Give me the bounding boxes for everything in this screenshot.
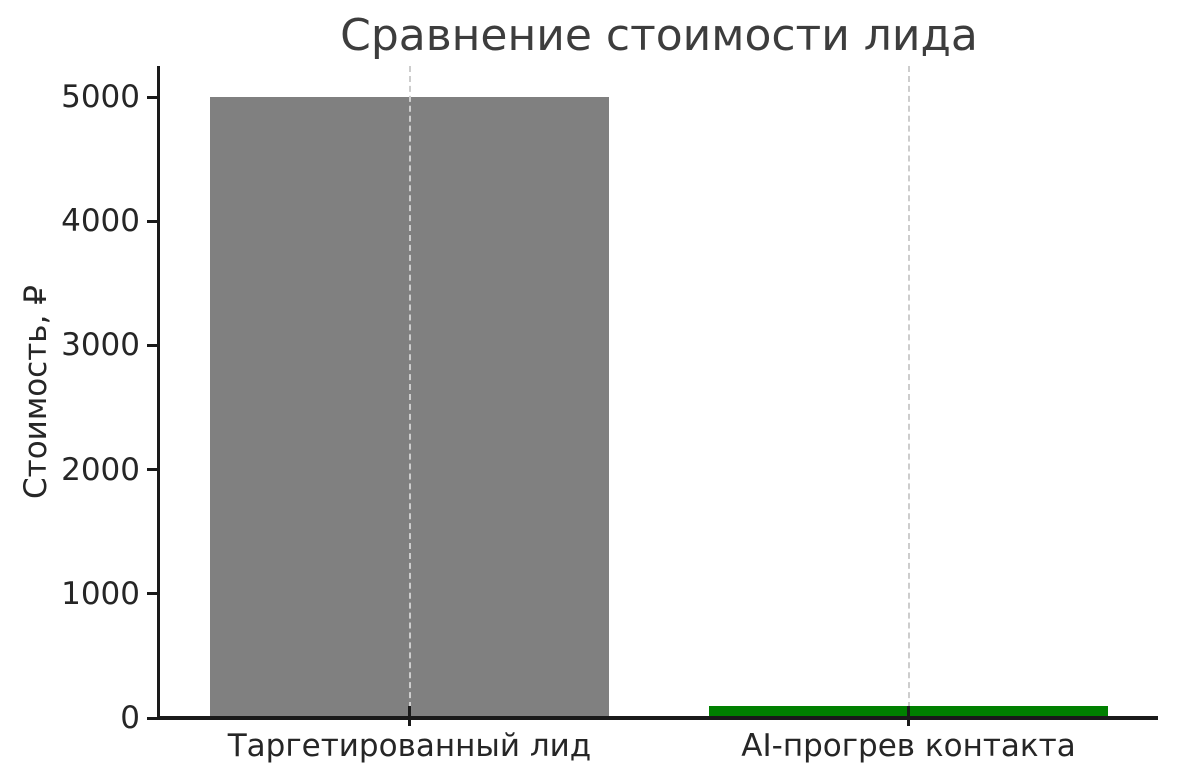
vertical-gridline	[907, 66, 910, 718]
y-tick-label: 5000	[61, 79, 140, 116]
y-tick-mark	[147, 95, 157, 99]
y-tick-label: 0	[120, 700, 140, 736]
vertical-gridline	[408, 66, 411, 718]
y-tick-mark	[147, 468, 157, 472]
y-tick-label: 1000	[61, 575, 140, 612]
y-tick-label: 3000	[61, 327, 140, 364]
y-tick-mark	[147, 343, 157, 347]
y-axis-spine	[157, 66, 160, 720]
x-tick-label: Таргетированный лид	[227, 728, 592, 764]
y-tick-mark	[147, 219, 157, 223]
y-tick-label: 4000	[61, 203, 140, 240]
y-tick-label: 2000	[61, 451, 140, 488]
x-axis-spine	[157, 716, 1158, 720]
x-tick-label: AI-прогрев контакта	[741, 728, 1076, 764]
chart-title: Сравнение стоимости лида	[340, 10, 978, 61]
y-tick-mark	[147, 716, 157, 720]
y-tick-mark	[147, 592, 157, 596]
